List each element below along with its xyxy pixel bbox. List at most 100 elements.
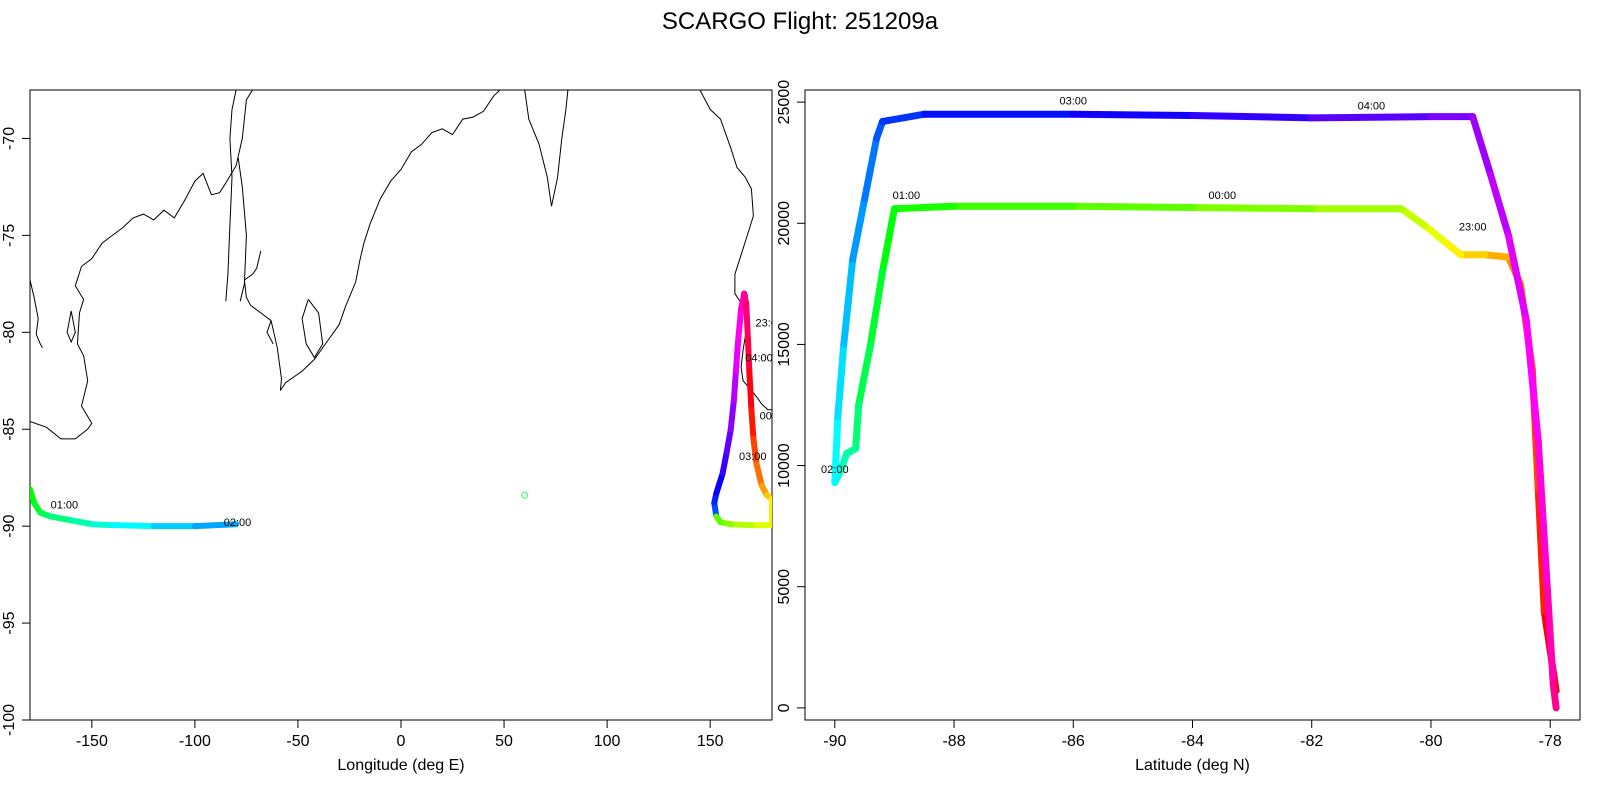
coastline-segment <box>66 310 76 344</box>
profile-plot-frame <box>804 89 1581 721</box>
profile-x-tick-label: -90 <box>823 733 846 750</box>
map-y-tick-label: -75 <box>1 224 18 247</box>
map-track-segment <box>109 522 157 530</box>
profile-time-label: 03:00 <box>1060 96 1088 108</box>
map-track-segment <box>743 300 751 342</box>
map-y-tick-label: -80 <box>1 321 18 344</box>
map-track-segment <box>68 517 95 528</box>
map-time-label: 23:00 <box>756 317 784 329</box>
map-track-segment <box>732 339 741 375</box>
profile-track-segment <box>879 110 928 125</box>
coastline-segment <box>237 157 247 302</box>
profile-track-segment <box>1189 111 1316 122</box>
coastline-segment <box>30 279 43 349</box>
map-track-segment <box>748 406 757 442</box>
map-x-tick-label: 0 <box>397 733 406 750</box>
profile-y-tick-label: 0 <box>776 703 793 712</box>
map-y-tick-label: -85 <box>1 418 18 441</box>
profile-track-segment <box>849 195 869 264</box>
profile-track-segment <box>1189 204 1316 213</box>
profile-track-segment <box>1543 583 1557 688</box>
map-track-segment <box>713 513 724 526</box>
profile-time-label: 23:00 <box>1459 222 1487 234</box>
map-track-segment <box>719 449 730 477</box>
profile-track-segment <box>1469 113 1495 179</box>
profile-track-segment <box>1534 437 1551 591</box>
profile-x-tick-label: -86 <box>1062 733 1085 750</box>
profile-x-tick-label: -80 <box>1419 733 1442 750</box>
profile-track-segment <box>1522 316 1542 445</box>
profile-time-label: 01:00 <box>893 190 921 202</box>
coastline-segment <box>276 90 501 391</box>
map-y-tick-label: -90 <box>1 514 18 537</box>
map-plot: 01:00 02:00 03:00 00:00 04:00 23:00 -150 -100 -… <box>1 89 788 774</box>
coastline-segment <box>266 320 274 345</box>
profile-track-segment <box>852 401 863 453</box>
profile-track-segment <box>1487 171 1512 239</box>
map-track-segment <box>723 426 734 456</box>
profile-track-segment <box>831 413 842 487</box>
map-stray-point <box>521 491 529 499</box>
map-x-tick-label: -150 <box>76 733 108 750</box>
map-track-segment <box>753 461 765 489</box>
profile-track-segment <box>1439 236 1465 259</box>
profile-track-segment <box>867 268 886 348</box>
map-x-tick-label: -100 <box>179 733 211 750</box>
map-x-axis-title: Longitude (deg E) <box>337 757 464 774</box>
profile-time-label: 00:00 <box>1209 190 1237 202</box>
map-time-label: 00:00 <box>760 411 788 423</box>
profile-track-segment <box>1069 202 1196 212</box>
profile-y-tick-label: 10000 <box>776 443 793 488</box>
map-plot-frame <box>29 89 773 721</box>
map-track-segment <box>727 397 737 433</box>
profile-y-tick-label: 15000 <box>776 322 793 367</box>
profile-track-segment <box>1504 231 1530 324</box>
map-x-tick-label: 50 <box>495 733 513 750</box>
map-track-segment <box>727 521 755 529</box>
profile-track-segment <box>1308 113 1435 122</box>
coastline-segment <box>225 90 237 302</box>
map-track-segment <box>191 521 240 530</box>
map-y-tick-label: -100 <box>1 704 18 736</box>
profile-x-tick-label: -84 <box>1181 733 1204 750</box>
page-title: SCARGO Flight: 251209a <box>661 8 939 35</box>
profile-track-segment <box>879 205 898 276</box>
profile-plot: 03:00 04:00 01:00 00:00 23:00 02:00 -90 -88 -86… <box>776 80 1581 774</box>
profile-track-segment <box>1421 222 1447 244</box>
coastline-segment <box>524 90 569 207</box>
map-y-tick-label: -95 <box>1 611 18 634</box>
profile-track-segment <box>834 340 848 421</box>
map-time-label: 01:00 <box>51 500 79 512</box>
profile-time-label: 02:00 <box>821 464 849 476</box>
profile-track-segment <box>1397 205 1429 230</box>
profile-track-segment <box>1549 680 1560 712</box>
profile-track-segment <box>840 256 857 348</box>
map-time-label: 02:00 <box>224 517 252 529</box>
coastline-segment <box>301 299 324 359</box>
map-time-label: 04:00 <box>745 352 773 364</box>
map-time-label: 03:00 <box>739 451 767 463</box>
map-x-tick-label: -50 <box>286 733 309 750</box>
profile-track-segment <box>1069 110 1196 119</box>
map-track-segment <box>47 513 75 524</box>
map-track-segment <box>744 335 753 375</box>
map-track-segment <box>746 368 755 413</box>
profile-x-tick-label: -82 <box>1300 733 1323 750</box>
profile-track-segment <box>855 340 875 409</box>
profile-y-tick-label: 20000 <box>776 201 793 246</box>
profile-track-segment <box>1481 251 1512 261</box>
profile-x-tick-label: -78 <box>1539 733 1562 750</box>
coastline-segment <box>30 90 254 440</box>
profile-y-tick-label: 25000 <box>776 80 793 125</box>
profile-y-tick-label: 5000 <box>776 569 793 605</box>
profile-track-segment <box>861 134 881 203</box>
map-x-tick-label: 100 <box>594 733 621 750</box>
profile-x-tick-label: -88 <box>942 733 965 750</box>
profile-x-axis-title: Latitude (deg N) <box>1135 757 1250 774</box>
map-y-tick-label: -70 <box>1 127 18 150</box>
map-x-tick-label: 150 <box>697 733 724 750</box>
profile-track-segment <box>890 202 958 213</box>
map-track-segment <box>713 470 726 497</box>
map-track-segment <box>734 306 745 345</box>
